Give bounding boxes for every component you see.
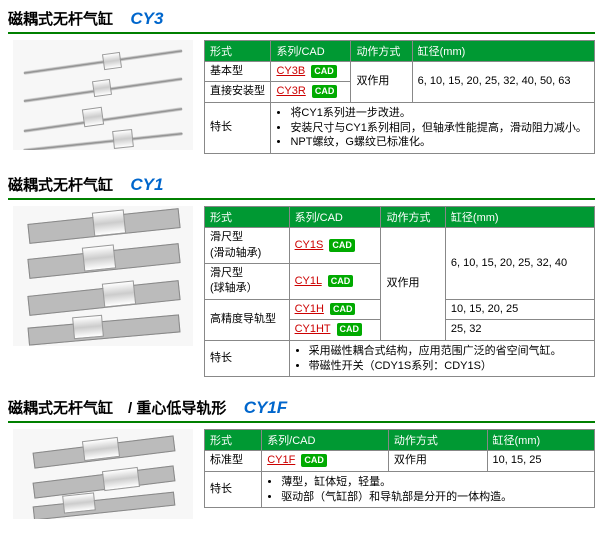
product-image-cy1f (8, 429, 198, 519)
section-code: CY1 (130, 175, 163, 194)
feature-label: 特长 (205, 471, 262, 508)
th-type: 形式 (205, 430, 262, 451)
series-link[interactable]: CY1H (295, 303, 324, 315)
section-title: 磁耦式无杆气缸 (8, 11, 113, 28)
series-link[interactable]: CY3R (276, 85, 305, 97)
feature-item: 安装尺寸与CY1系列相同，但轴承性能提高，滑动阻力减小。 (290, 121, 589, 136)
cell-series: CY3R CAD (271, 82, 351, 102)
th-type: 形式 (205, 41, 271, 62)
spec-table-cy1: 形式 系列/CAD 动作方式 缸径(mm) 滑尺型 (滑动轴承) CY1S CA… (204, 206, 595, 377)
section-header: 磁耦式无杆气缸 CY3 (8, 8, 595, 34)
feature-cell: 采用磁性耦合式结构，应用范围广泛的省空间气缸。 带磁性开关（CDY1S系列：CD… (289, 340, 594, 377)
cad-badge[interactable]: CAD (311, 65, 337, 78)
feature-cell: 薄型，缸体短，轻量。 驱动部（气缸部）和导轨部是分开的一体构造。 (262, 471, 595, 508)
cell-type: 直接安装型 (205, 82, 271, 102)
cell-type: 滑尺型 (球轴承） (205, 264, 290, 300)
cell-series: CY1HT CAD (289, 320, 381, 340)
cell-action: 双作用 (381, 228, 445, 340)
cad-badge[interactable]: CAD (328, 275, 354, 288)
feature-item: 将CY1系列进一步改进。 (290, 106, 589, 121)
section-code: CY3 (130, 9, 163, 28)
cad-badge[interactable]: CAD (330, 303, 356, 316)
section-cy1: 磁耦式无杆气缸 CY1 形式 系列/CAD 动作方式 缸径(mm) (8, 174, 595, 377)
th-action: 动作方式 (388, 430, 487, 451)
feature-item: 驱动部（气缸部）和导轨部是分开的一体构造。 (281, 490, 589, 505)
feature-label: 特长 (205, 102, 271, 154)
cad-badge[interactable]: CAD (337, 323, 363, 336)
section-title: 磁耦式无杆气缸 / 重心低导轨形 (8, 400, 226, 417)
product-image-cy3 (8, 40, 198, 154)
series-link[interactable]: CY3B (276, 65, 305, 77)
th-series: 系列/CAD (262, 430, 389, 451)
cell-bore: 25, 32 (445, 320, 594, 340)
th-series: 系列/CAD (271, 41, 351, 62)
feature-item: 采用磁性耦合式结构，应用范围广泛的省空间气缸。 (309, 344, 589, 359)
feature-item: NPT螺纹，G螺纹已标准化。 (290, 135, 589, 150)
cell-bore: 10, 15, 25 (487, 451, 595, 471)
cell-series: CY1H CAD (289, 299, 381, 319)
feature-item: 薄型，缸体短，轻量。 (281, 475, 589, 490)
series-link[interactable]: CY1S (295, 239, 324, 251)
section-code: CY1F (244, 398, 287, 417)
section-cy3: 磁耦式无杆气缸 CY3 形式 系列/CAD 动作方式 缸径(mm) (8, 8, 595, 154)
th-bore: 缸径(mm) (445, 207, 594, 228)
series-link[interactable]: CY1F (267, 454, 295, 466)
cell-bore: 6, 10, 15, 20, 25, 32, 40, 50, 63 (412, 62, 594, 103)
cad-badge[interactable]: CAD (329, 239, 355, 252)
th-bore: 缸径(mm) (487, 430, 595, 451)
cell-series: CY1L CAD (289, 264, 381, 300)
cell-action: 双作用 (351, 62, 412, 103)
section-header: 磁耦式无杆气缸 CY1 (8, 174, 595, 200)
spec-table-cy3: 形式 系列/CAD 动作方式 缸径(mm) 基本型 CY3B CAD 双作用 6… (204, 40, 595, 154)
series-link[interactable]: CY1HT (295, 323, 331, 335)
th-action: 动作方式 (381, 207, 445, 228)
cell-bore: 10, 15, 20, 25 (445, 299, 594, 319)
cad-badge[interactable]: CAD (301, 454, 327, 467)
series-link[interactable]: CY1L (295, 275, 322, 287)
section-title: 磁耦式无杆气缸 (8, 177, 113, 194)
cad-badge[interactable]: CAD (312, 85, 338, 98)
product-image-cy1 (8, 206, 198, 377)
feature-cell: 将CY1系列进一步改进。 安装尺寸与CY1系列相同，但轴承性能提高，滑动阻力减小… (271, 102, 595, 154)
section-header: 磁耦式无杆气缸 / 重心低导轨形 CY1F (8, 397, 595, 423)
th-type: 形式 (205, 207, 290, 228)
cell-series: CY1F CAD (262, 451, 389, 471)
th-series: 系列/CAD (289, 207, 381, 228)
feature-item: 带磁性开关（CDY1S系列：CDY1S） (309, 359, 589, 374)
th-action: 动作方式 (351, 41, 412, 62)
th-bore: 缸径(mm) (412, 41, 594, 62)
cell-type: 高精度导轨型 (205, 299, 290, 340)
cell-action: 双作用 (388, 451, 487, 471)
cell-series: CY3B CAD (271, 62, 351, 82)
spec-table-cy1f: 形式 系列/CAD 动作方式 缸径(mm) 标准型 CY1F CAD 双作用 1… (204, 429, 595, 519)
cell-bore: 6, 10, 15, 20, 25, 32, 40 (445, 228, 594, 300)
cell-type: 标准型 (205, 451, 262, 471)
cell-series: CY1S CAD (289, 228, 381, 264)
cell-type: 基本型 (205, 62, 271, 82)
section-cy1f: 磁耦式无杆气缸 / 重心低导轨形 CY1F 形式 系列/CAD 动作方式 缸径(… (8, 397, 595, 519)
feature-label: 特长 (205, 340, 290, 377)
cell-type: 滑尺型 (滑动轴承) (205, 228, 290, 264)
